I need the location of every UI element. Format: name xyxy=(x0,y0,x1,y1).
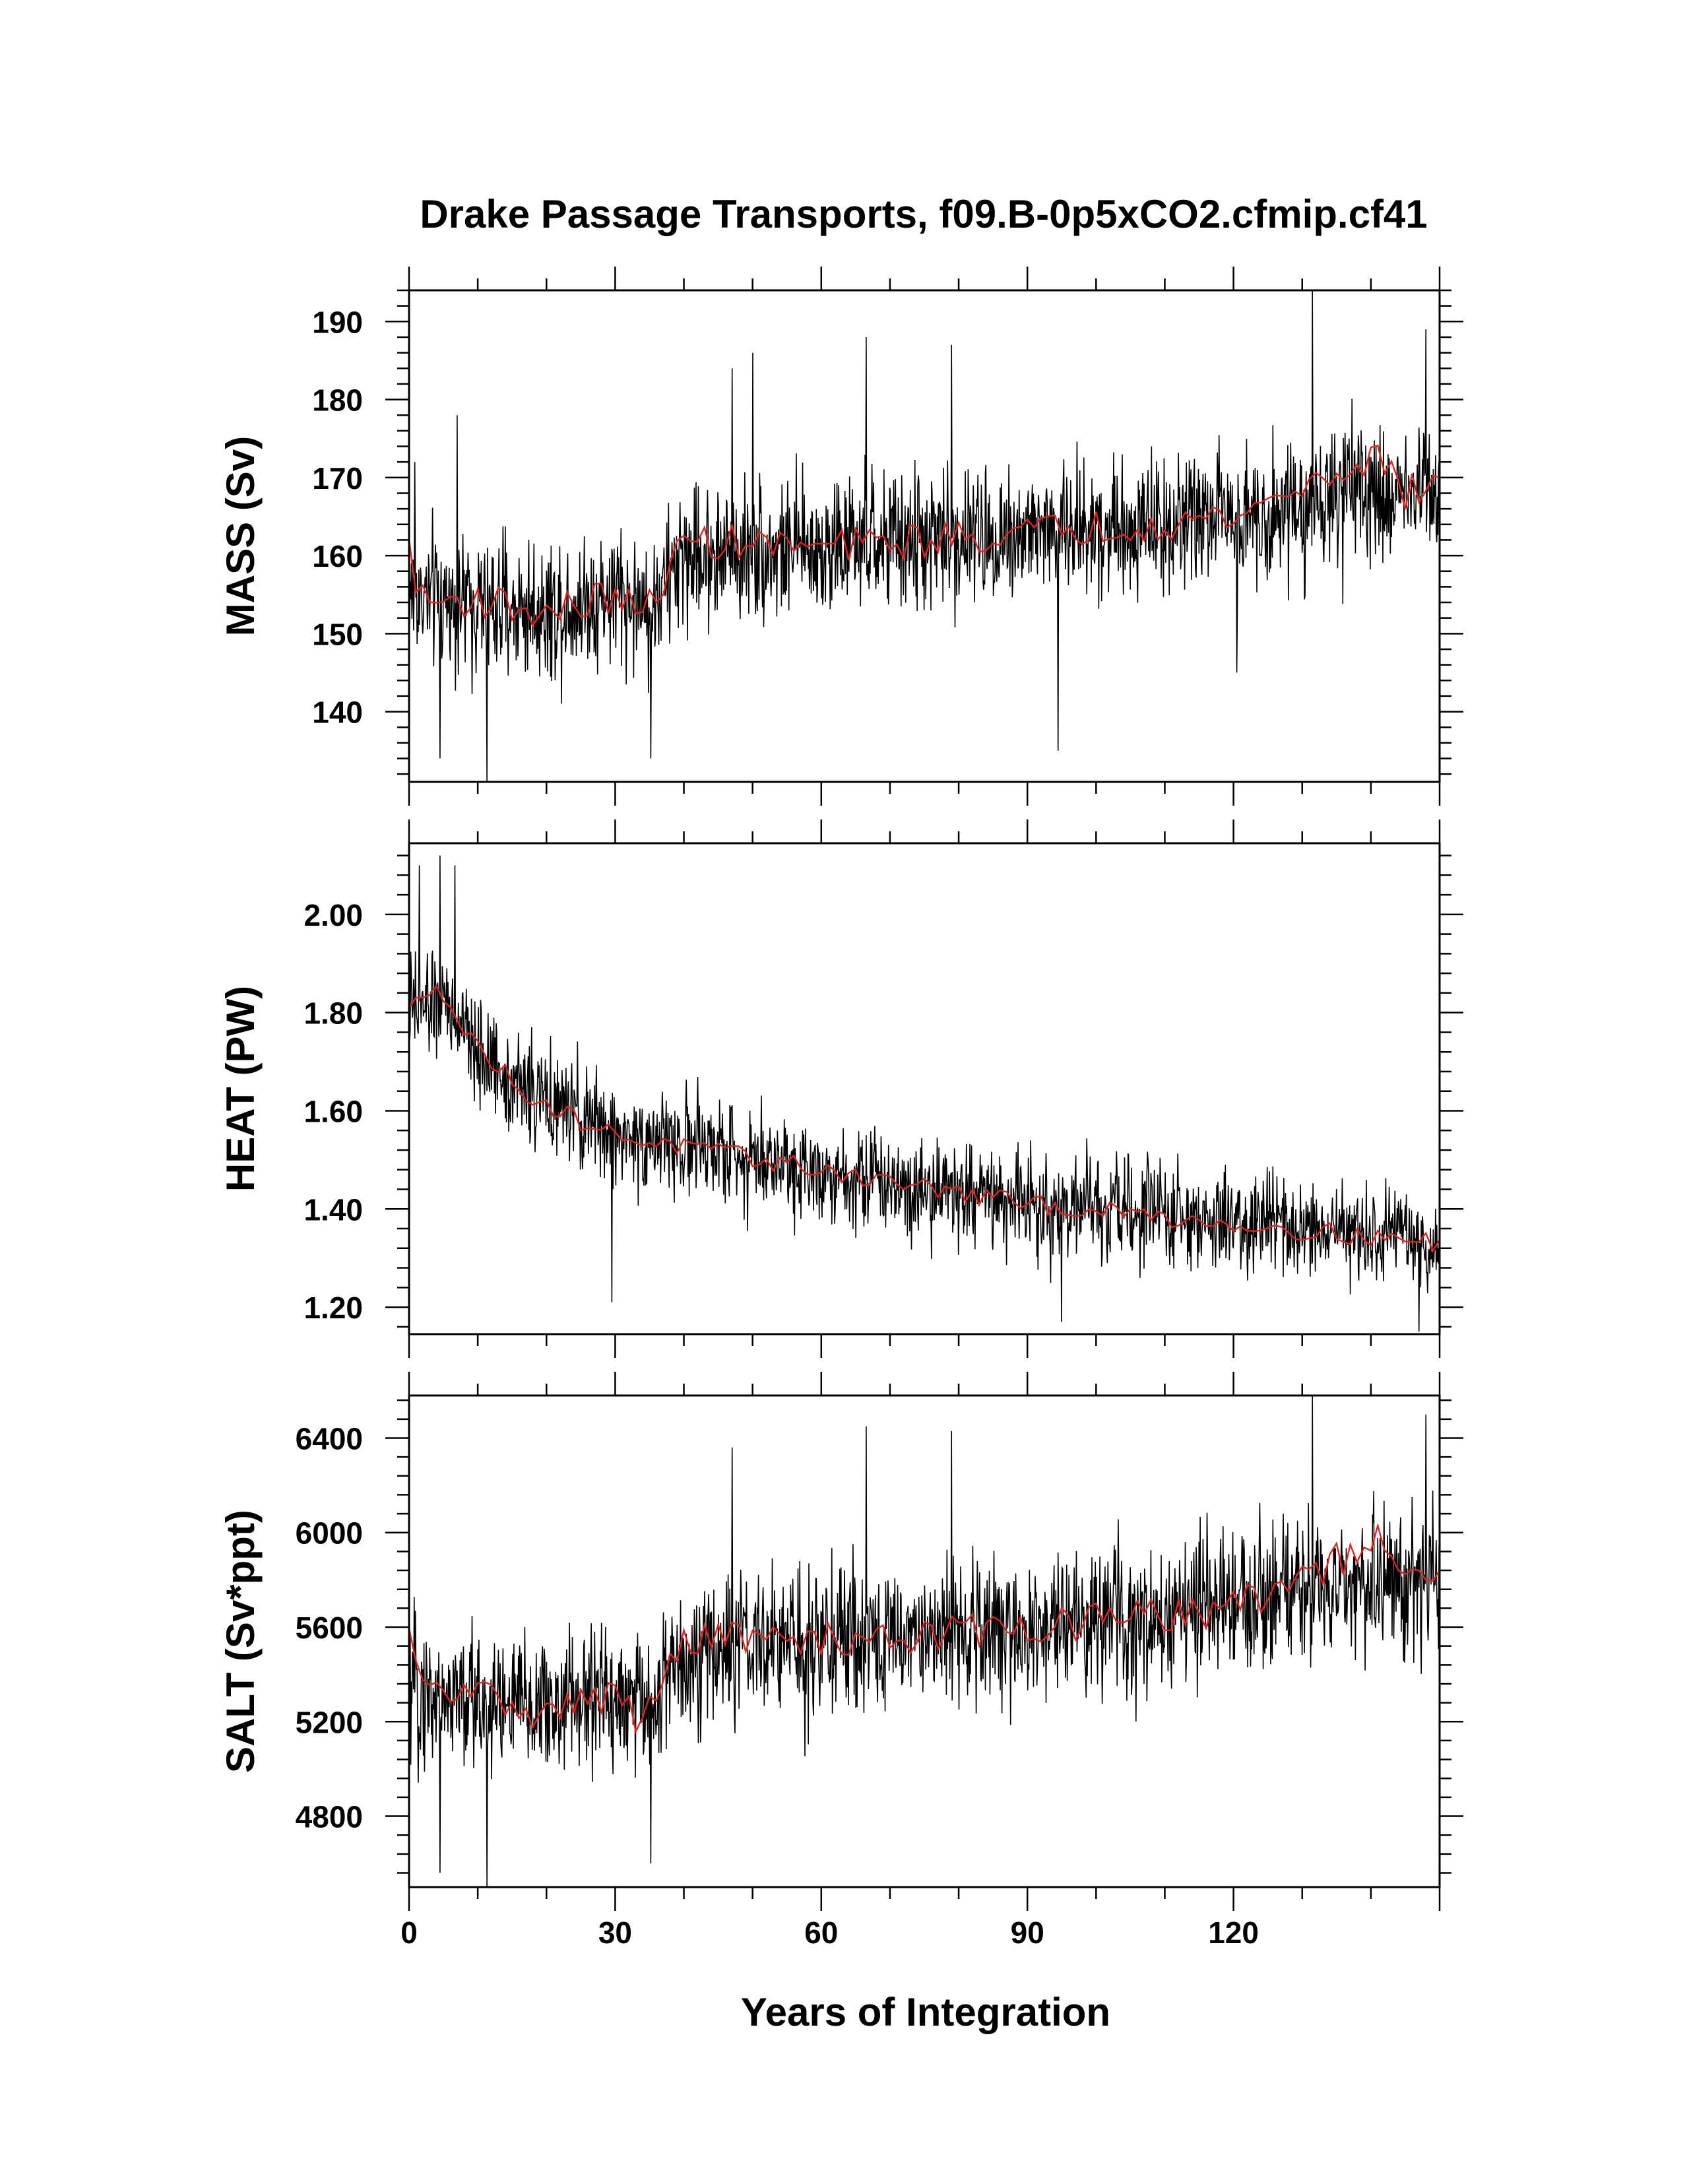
monthly-series-line xyxy=(409,290,1440,782)
y-tick-label: 1.40 xyxy=(303,1192,363,1227)
monthly-series-line xyxy=(409,855,1440,1332)
y-tick-label: 6000 xyxy=(296,1516,363,1551)
annual-series-line xyxy=(409,984,1440,1253)
panel-mass: 140 150 160 170 180 190 MASS (Sv) xyxy=(218,267,1463,806)
x-axis: 0 30 60 90 120 xyxy=(400,1915,1259,1950)
y-tick-label: 5200 xyxy=(296,1705,363,1739)
y-tick-label: 160 xyxy=(312,539,363,573)
x-tick-label: 90 xyxy=(1011,1915,1044,1950)
y-tick-label: 1.20 xyxy=(303,1291,363,1325)
x-axis-label: Years of Integration xyxy=(741,1990,1110,2034)
y-tick-label: 140 xyxy=(312,695,363,730)
monthly-series-line xyxy=(409,1396,1440,1887)
chart-title: Drake Passage Transports, f09.B-0p5xCO2.… xyxy=(420,192,1427,236)
plot-frame xyxy=(408,289,1441,783)
annual-series-line xyxy=(409,1522,1440,1735)
x-tick-label: 120 xyxy=(1208,1915,1259,1950)
x-tick-label: 30 xyxy=(598,1915,632,1950)
y-tick-label: 190 xyxy=(312,305,363,339)
y-tick-label: 150 xyxy=(312,617,363,651)
y-tick-label: 6400 xyxy=(296,1421,363,1456)
y-tick-label: 2.00 xyxy=(303,898,363,932)
y-tick-label: 170 xyxy=(312,461,363,496)
y-axis-label: MASS (Sv) xyxy=(218,436,263,636)
y-tick-label: 180 xyxy=(312,383,363,418)
plot-frame xyxy=(408,842,1441,1335)
y-axis-label: SALT (Sv*ppt) xyxy=(218,1510,263,1773)
plot-frame xyxy=(408,1394,1441,1888)
y-tick-label: 1.60 xyxy=(303,1094,363,1128)
panel-heat: 1.20 1.40 1.60 1.80 2.00 HEAT (PW) xyxy=(218,819,1463,1358)
y-axis-label: HEAT (PW) xyxy=(218,986,263,1192)
x-tick-label: 60 xyxy=(804,1915,838,1950)
y-tick-label: 1.80 xyxy=(303,996,363,1031)
panel-salt: 4800 5200 5600 6000 6400 SALT (Sv*ppt) xyxy=(218,1372,1463,1911)
x-tick-label: 0 xyxy=(400,1915,418,1950)
annual-series-line xyxy=(409,444,1440,627)
y-tick-label: 5600 xyxy=(296,1611,363,1645)
y-tick-label: 4800 xyxy=(296,1800,363,1834)
